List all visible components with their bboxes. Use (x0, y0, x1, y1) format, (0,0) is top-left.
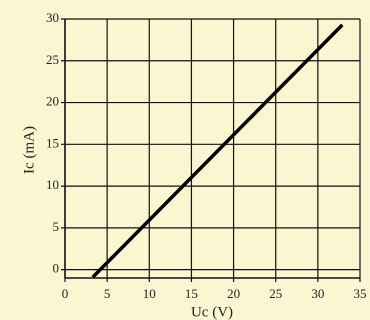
y-tick-label: 10 (46, 177, 59, 192)
y-tick-label: 0 (53, 261, 60, 276)
data-line (91, 23, 344, 279)
y-tick-label: 20 (46, 94, 59, 109)
y-tick-label: 15 (46, 135, 59, 150)
x-axis-label: Uc (V) (191, 304, 233, 320)
x-tick-label: 25 (269, 286, 282, 301)
y-tick-label: 5 (53, 219, 60, 234)
x-tick-label: 35 (354, 286, 367, 301)
x-tick-label: 20 (227, 286, 240, 301)
x-tick-label: 0 (62, 286, 69, 301)
x-tick-label: 30 (311, 286, 324, 301)
y-tick-label: 25 (46, 52, 59, 67)
y-tick-label: 30 (46, 10, 59, 25)
x-tick-label: 10 (143, 286, 156, 301)
y-axis-label: Ic (mA) (21, 126, 37, 174)
x-tick-label: 5 (104, 286, 111, 301)
x-tick-label: 15 (185, 286, 198, 301)
